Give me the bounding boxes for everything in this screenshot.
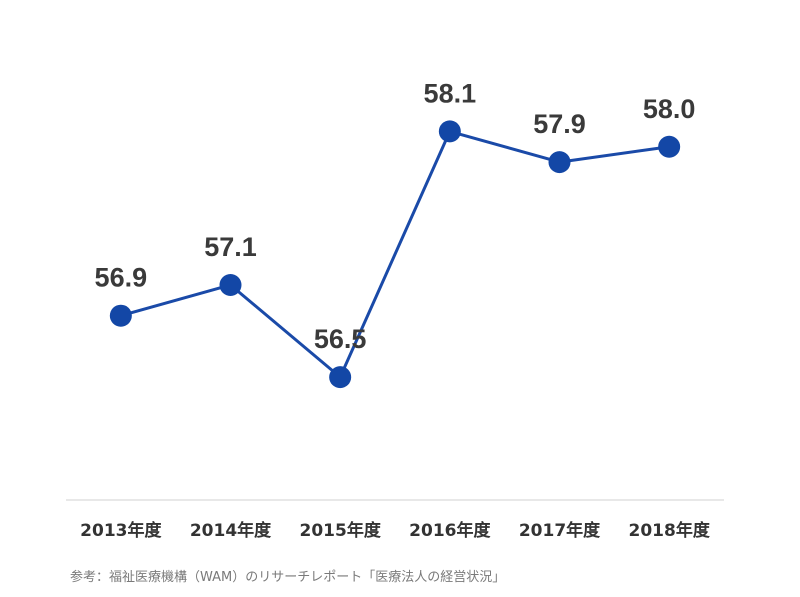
data-point — [219, 273, 242, 296]
x-tick-label: 2015年度 — [300, 520, 382, 541]
data-point — [109, 304, 132, 327]
data-label: 56.5 — [314, 324, 367, 354]
data-label: 57.9 — [533, 109, 586, 139]
series-line — [120, 129, 670, 379]
data-point — [548, 151, 571, 174]
x-tick-label: 2017年度 — [519, 520, 601, 541]
data-point — [329, 366, 352, 389]
x-tick-label: 2014年度 — [190, 520, 272, 541]
x-tick-label: 2013年度 — [80, 520, 162, 541]
data-label: 57.1 — [204, 232, 257, 262]
data-label: 56.9 — [95, 263, 148, 293]
x-tick-label: 2016年度 — [409, 520, 491, 541]
plot-area: 2013年度 2014年度 2015年度 2016年度 2017年度 2018年度 56.9… — [66, 78, 724, 541]
data-label: 58.1 — [424, 78, 477, 108]
x-tick-label: 2018年度 — [629, 520, 711, 541]
source-note: 参考：福祉医療機構（WAM）のリサーチレポート「医療法人の経営状況」 — [70, 570, 506, 585]
data-label: 58.0 — [643, 94, 696, 124]
data-point — [658, 135, 681, 158]
data-point — [438, 120, 461, 143]
